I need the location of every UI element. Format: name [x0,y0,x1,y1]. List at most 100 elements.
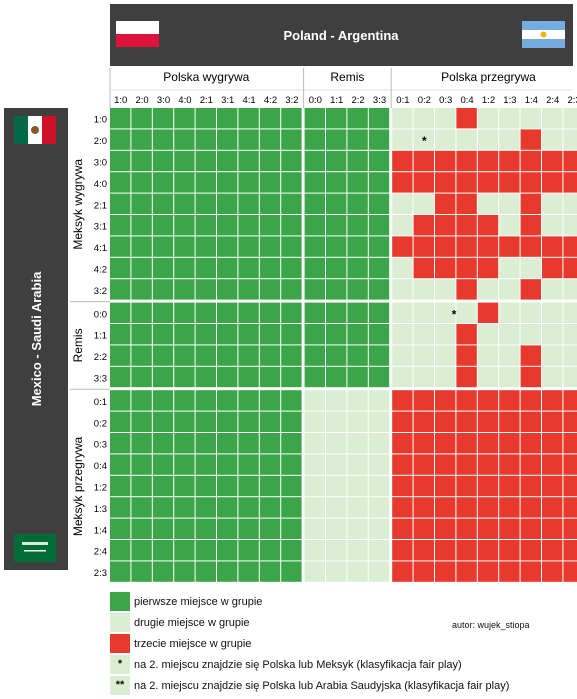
heatmap-cell [520,215,541,236]
heatmap-cell [174,454,195,475]
heatmap-cell [238,411,259,432]
heatmap-cell [195,324,216,345]
heatmap-cell [413,366,434,388]
heatmap-cell [152,518,174,539]
heatmap-cell [520,518,541,539]
heatmap-cell [174,236,195,257]
heatmap-cell [131,561,152,582]
heatmap-cell [238,366,259,388]
heatmap-cell [563,454,577,475]
heatmap-cell [110,324,131,345]
heatmap-cell [195,390,216,411]
heatmap-cell [392,257,413,279]
heatmap-cell [542,108,563,129]
heatmap-cell [477,215,499,236]
heatmap-cell [435,172,456,193]
col-group-label: Polska przegrywa [441,70,536,84]
heatmap-cell [281,108,302,129]
heatmap-cell [520,540,541,561]
row-tick-label: 2:3 [94,568,107,579]
heatmap-cell [195,411,216,432]
heatmap-cell [281,475,302,497]
heatmap-cell [326,518,347,539]
heatmap-cell [238,279,259,300]
heatmap-cell [174,433,195,454]
heatmap-cell [477,390,499,411]
heatmap-cell [110,561,131,582]
heatmap-cell [542,540,563,561]
col-tick-label: 0:3 [439,95,452,106]
heatmap-cell [542,561,563,582]
heatmap-cell [413,150,434,172]
heatmap-cell [259,540,281,561]
heatmap-cell [281,518,302,539]
heatmap-cell [110,390,131,411]
heatmap-cell [259,366,281,388]
heatmap-cell [347,257,368,279]
heatmap-cell [238,215,259,236]
heatmap-cell [563,302,577,323]
heatmap-cell [304,366,325,388]
heatmap-cell [563,390,577,411]
heatmap-cell [347,108,368,129]
heatmap-cell [131,390,152,411]
heatmap-cell [499,172,520,193]
heatmap-cell [542,324,563,345]
row-tick-label: 3:0 [94,158,107,169]
heatmap-cell [131,172,152,193]
heatmap-cell [326,411,347,432]
legend-swatch-third [110,634,130,653]
heatmap-cell [110,129,131,150]
heatmap-cell [326,366,347,388]
header-panel [110,4,573,66]
heatmap-cell [542,366,563,388]
heatmap-cell [435,129,456,150]
heatmap-cell [238,454,259,475]
heatmap-cell [435,193,456,214]
heatmap-cell [131,193,152,214]
heatmap-cell [435,497,456,518]
heatmap-cell [435,390,456,411]
heatmap-cell [456,108,477,129]
heatmap-cell [131,540,152,561]
heatmap-cell [152,366,174,388]
heatmap-cell [413,108,434,129]
heatmap-cell [131,497,152,518]
heatmap-cell [347,475,368,497]
heatmap-cell [413,172,434,193]
heatmap-cell [326,302,347,323]
heatmap-cell [174,518,195,539]
heatmap-cell [542,193,563,214]
heatmap-cell [456,411,477,432]
heatmap-cell [392,411,413,432]
heatmap-cell [563,366,577,388]
heatmap-cell [435,324,456,345]
heatmap-cell [392,345,413,366]
heatmap-cell [326,345,347,366]
heatmap-cell [259,302,281,323]
heatmap-cell [347,390,368,411]
heatmap-cell [392,475,413,497]
heatmap-cell [217,454,238,475]
row-tick-label: 1:1 [94,331,107,342]
heatmap-cell [259,497,281,518]
heatmap-cell [152,302,174,323]
heatmap-cell [477,540,499,561]
heatmap-cell [281,433,302,454]
legend-text-star2: na 2. miejscu znajdzie się Polska lub Ar… [134,680,510,692]
heatmap-cell [304,475,325,497]
heatmap-cell [281,150,302,172]
heatmap-cell [281,324,302,345]
heatmap-cell [368,475,390,497]
argentina-flag-icon [522,21,565,48]
heatmap-cell [238,540,259,561]
heatmap-cell [174,257,195,279]
heatmap-cell [259,215,281,236]
heatmap-cell [110,257,131,279]
heatmap-cell [392,540,413,561]
heatmap-cell [413,540,434,561]
heatmap-cell [456,150,477,172]
heatmap-cell [259,390,281,411]
heatmap-cell [456,390,477,411]
heatmap-cell [499,518,520,539]
